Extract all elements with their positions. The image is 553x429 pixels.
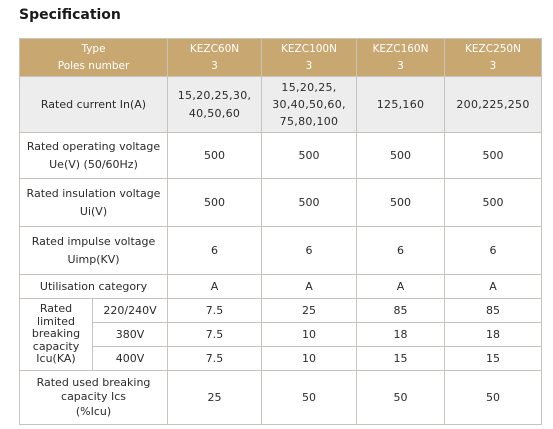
value-cell: 15 <box>357 347 445 371</box>
breaking-row-220-240v: Rated limited breaking capacity Icu(KA) … <box>20 299 542 323</box>
value-cell: 18 <box>357 323 445 347</box>
row-label: Rated impulse voltage Uimp(KV) <box>20 227 168 275</box>
poles-value: 3 <box>262 58 356 74</box>
insulation-voltage-row: Rated insulation voltage Ui(V) 500 500 50… <box>20 179 542 227</box>
value-cell: 500 <box>445 179 542 227</box>
model-name: KEZC250N <box>445 41 541 57</box>
breaking-row-400v: 400V 7.5 10 15 15 <box>20 347 542 371</box>
label-line: Rated impulse voltage <box>20 233 167 250</box>
voltage-cell: 220/240V <box>93 299 168 323</box>
label-line: Rated insulation voltage <box>20 185 167 202</box>
value-cell: 500 <box>168 179 262 227</box>
poles-label: Poles number <box>20 58 167 74</box>
type-header: Type Poles number <box>20 39 168 77</box>
value-cell: A <box>168 275 262 299</box>
poles-value: 3 <box>445 58 541 74</box>
page-title: Specification <box>19 7 121 23</box>
label-line: breaking <box>20 328 92 341</box>
model-header-kezc160n: KEZC160N 3 <box>357 39 445 77</box>
value-cell: A <box>262 275 357 299</box>
row-label: Rated current In(A) <box>20 77 168 133</box>
value-cell: 500 <box>445 133 542 179</box>
utilisation-row: Utilisation category A A A A <box>20 275 542 299</box>
breaking-row-380v: 380V 7.5 10 18 18 <box>20 323 542 347</box>
voltage-cell: 400V <box>93 347 168 371</box>
value-line: 15,20,25,30, <box>168 87 261 104</box>
value-cell: 50 <box>262 371 357 425</box>
value-cell: A <box>357 275 445 299</box>
value-cell: 500 <box>168 133 262 179</box>
model-header-kezc60n: KEZC60N 3 <box>168 39 262 77</box>
label-line: capacity Ics <box>20 390 167 404</box>
poles-value: 3 <box>168 58 261 74</box>
label-line: Icu(KA) <box>20 353 92 366</box>
type-label: Type <box>20 41 167 57</box>
value-cell: 6 <box>168 227 262 275</box>
used-breaking-row: Rated used breaking capacity Ics (%Icu) … <box>20 371 542 425</box>
value-cell: 6 <box>357 227 445 275</box>
voltage-cell: 380V <box>93 323 168 347</box>
specification-table: Type Poles number KEZC60N 3 KEZC100N 3 KEZ… <box>19 38 542 425</box>
value-cell: 125,160 <box>357 77 445 133</box>
value-cell: 500 <box>262 133 357 179</box>
value-cell: 500 <box>357 133 445 179</box>
label-line: Rated used breaking <box>20 376 167 390</box>
row-label: Utilisation category <box>20 275 168 299</box>
value-cell: 7.5 <box>168 323 262 347</box>
label-line: Rated operating voltage <box>20 138 167 155</box>
value-line: 30,40,50,60, <box>262 96 356 113</box>
value-cell: 85 <box>357 299 445 323</box>
label-line: Ue(V) (50/60Hz) <box>20 156 167 173</box>
breaking-capacity-label: Rated limited breaking capacity Icu(KA) <box>20 299 93 371</box>
value-cell: 6 <box>445 227 542 275</box>
value-cell: 6 <box>262 227 357 275</box>
value-cell: 50 <box>445 371 542 425</box>
value-cell: 15,20,25,30, 40,50,60 <box>168 77 262 133</box>
label-line: Uimp(KV) <box>20 251 167 268</box>
model-name: KEZC160N <box>357 41 444 57</box>
value-cell: 200,225,250 <box>445 77 542 133</box>
poles-value: 3 <box>357 58 444 74</box>
model-header-kezc100n: KEZC100N 3 <box>262 39 357 77</box>
model-header-kezc250n: KEZC250N 3 <box>445 39 542 77</box>
impulse-voltage-row: Rated impulse voltage Uimp(KV) 6 6 6 6 <box>20 227 542 275</box>
value-cell: 500 <box>357 179 445 227</box>
value-cell: 85 <box>445 299 542 323</box>
value-cell: 15,20,25, 30,40,50,60, 75,80,100 <box>262 77 357 133</box>
value-line: 15,20,25, <box>262 79 356 96</box>
value-line: 40,50,60 <box>168 105 261 122</box>
value-cell: 18 <box>445 323 542 347</box>
value-cell: 10 <box>262 347 357 371</box>
row-label: Rated used breaking capacity Ics (%Icu) <box>20 371 168 425</box>
rated-current-row: Rated current In(A) 15,20,25,30, 40,50,60… <box>20 77 542 133</box>
value-cell: 10 <box>262 323 357 347</box>
value-cell: 500 <box>262 179 357 227</box>
value-cell: 15 <box>445 347 542 371</box>
label-line: Rated <box>20 303 92 316</box>
row-label: Rated insulation voltage Ui(V) <box>20 179 168 227</box>
label-line: (%Icu) <box>20 405 167 419</box>
label-line: Ui(V) <box>20 203 167 220</box>
value-cell: 50 <box>357 371 445 425</box>
value-line: 75,80,100 <box>262 113 356 130</box>
value-cell: 25 <box>168 371 262 425</box>
value-cell: 7.5 <box>168 299 262 323</box>
operating-voltage-row: Rated operating voltage Ue(V) (50/60Hz) 5… <box>20 133 542 179</box>
model-name: KEZC60N <box>168 41 261 57</box>
value-cell: 7.5 <box>168 347 262 371</box>
model-name: KEZC100N <box>262 41 356 57</box>
value-cell: A <box>445 275 542 299</box>
row-label: Rated operating voltage Ue(V) (50/60Hz) <box>20 133 168 179</box>
header-row: Type Poles number KEZC60N 3 KEZC100N 3 KEZ… <box>20 39 542 77</box>
value-cell: 25 <box>262 299 357 323</box>
